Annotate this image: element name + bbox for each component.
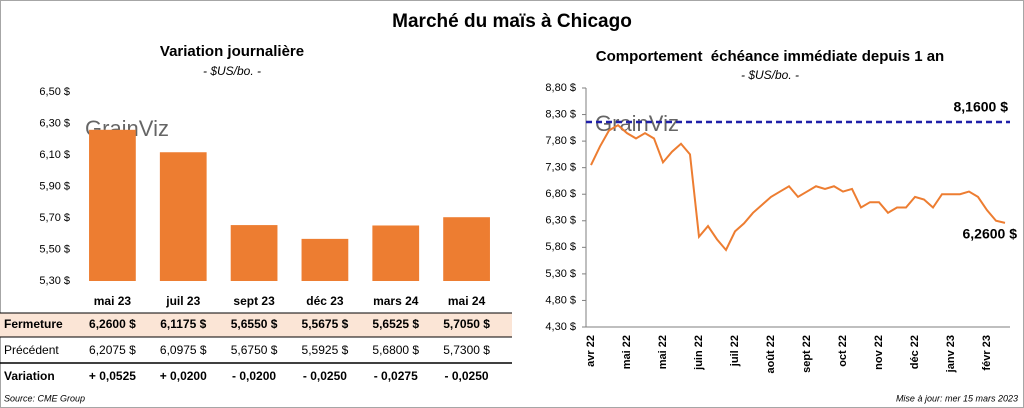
line bbox=[590, 123, 1006, 252]
row-label: Fermeture bbox=[4, 317, 63, 331]
x-tick-label: sept 22 bbox=[801, 335, 813, 373]
table-cell: 6,1175 $ bbox=[160, 317, 206, 331]
chart-title: Variation journalière bbox=[160, 43, 304, 60]
y-tick-label: 5,80 $ bbox=[545, 241, 576, 253]
row-label: Variation bbox=[4, 369, 55, 383]
y-tick-label: 7,80 $ bbox=[545, 135, 576, 147]
table-cell: 5,7050 $ bbox=[443, 317, 490, 331]
table-cell: 5,6550 $ bbox=[231, 317, 278, 331]
table-cell: 5,5925 $ bbox=[302, 343, 349, 357]
y-tick-label: 6,50 $ bbox=[39, 86, 70, 98]
y-tick-label: 5,90 $ bbox=[39, 180, 70, 192]
y-tick-label: 5,50 $ bbox=[39, 243, 70, 255]
bar bbox=[301, 238, 349, 281]
table-cell: 5,6800 $ bbox=[372, 343, 419, 357]
x-tick-label: févr 23 bbox=[981, 335, 993, 370]
table-cell: 6,2600 $ bbox=[89, 317, 136, 331]
table-cell: 5,5675 $ bbox=[302, 317, 349, 331]
table-cell: + 0,0525 bbox=[89, 369, 136, 383]
y-tick-label: 6,80 $ bbox=[545, 188, 576, 200]
row-highlight bbox=[0, 313, 512, 337]
x-tick-label: août 22 bbox=[765, 335, 777, 374]
table-cell: - 0,0250 bbox=[303, 369, 347, 383]
y-tick-label: 6,10 $ bbox=[39, 149, 70, 161]
chart-title: Comportement échéance immédiate depuis 1… bbox=[596, 48, 944, 65]
y-tick-label: 4,30 $ bbox=[545, 321, 576, 333]
x-tick-label: mars 24 bbox=[373, 294, 419, 308]
y-tick-label: 8,80 $ bbox=[545, 82, 576, 94]
table-cell: - 0,0200 bbox=[232, 369, 276, 383]
x-tick-label: juil 23 bbox=[165, 294, 200, 308]
x-tick-label: nov 22 bbox=[873, 335, 885, 370]
table-cell: 5,6750 $ bbox=[231, 343, 278, 357]
y-tick-label: 5,30 $ bbox=[39, 275, 70, 287]
x-tick-label: janv 23 bbox=[945, 335, 957, 373]
y-tick-label: 7,30 $ bbox=[545, 162, 576, 174]
row-label: Précédent bbox=[4, 343, 59, 357]
table-cell: 6,0975 $ bbox=[160, 343, 207, 357]
x-tick-label: juil 22 bbox=[729, 335, 741, 367]
y-tick-label: 5,30 $ bbox=[545, 268, 576, 280]
y-tick-label: 8,30 $ bbox=[545, 108, 576, 120]
y-tick-label: 4,80 $ bbox=[545, 294, 576, 306]
x-tick-label: déc 22 bbox=[909, 335, 921, 369]
x-tick-label: mai 22 bbox=[657, 335, 669, 369]
x-tick-label: déc 23 bbox=[306, 294, 344, 308]
bar bbox=[443, 217, 490, 281]
bar bbox=[89, 129, 136, 281]
x-tick-label: avr 22 bbox=[585, 335, 597, 367]
source: Source: CME Group bbox=[4, 393, 85, 403]
y-tick-label: 5,70 $ bbox=[39, 212, 70, 224]
y-tick-label: 6,30 $ bbox=[39, 117, 70, 129]
table-cell: 6,2075 $ bbox=[89, 343, 136, 357]
bar bbox=[372, 225, 420, 281]
bar bbox=[159, 152, 207, 281]
updated: Mise à jour: mer 15 mars 2023 bbox=[896, 393, 1018, 403]
table-cell: 5,6525 $ bbox=[372, 317, 419, 331]
y-tick-label: 6,30 $ bbox=[545, 215, 576, 227]
x-tick-label: sept 23 bbox=[233, 294, 275, 308]
x-tick-label: mai 24 bbox=[448, 294, 486, 308]
x-tick-label: mai 23 bbox=[94, 294, 132, 308]
bar bbox=[230, 225, 278, 281]
table-cell: 5,7300 $ bbox=[443, 343, 490, 357]
chart-subtitle: - $US/bo. - bbox=[741, 68, 799, 82]
page-title: Marché du maïs à Chicago bbox=[392, 11, 632, 32]
reference-label: 8,1600 $ bbox=[954, 99, 1009, 115]
x-tick-label: mai 22 bbox=[621, 335, 633, 369]
table-cell: + 0,0200 bbox=[160, 369, 207, 383]
value-label: 6,2600 $ bbox=[963, 226, 1018, 242]
chart-subtitle: - $US/bo. - bbox=[203, 64, 261, 78]
x-tick-label: oct 22 bbox=[837, 335, 849, 367]
table-cell: - 0,0250 bbox=[445, 369, 489, 383]
table-cell: - 0,0275 bbox=[374, 369, 418, 383]
x-tick-label: juin 22 bbox=[693, 335, 705, 371]
